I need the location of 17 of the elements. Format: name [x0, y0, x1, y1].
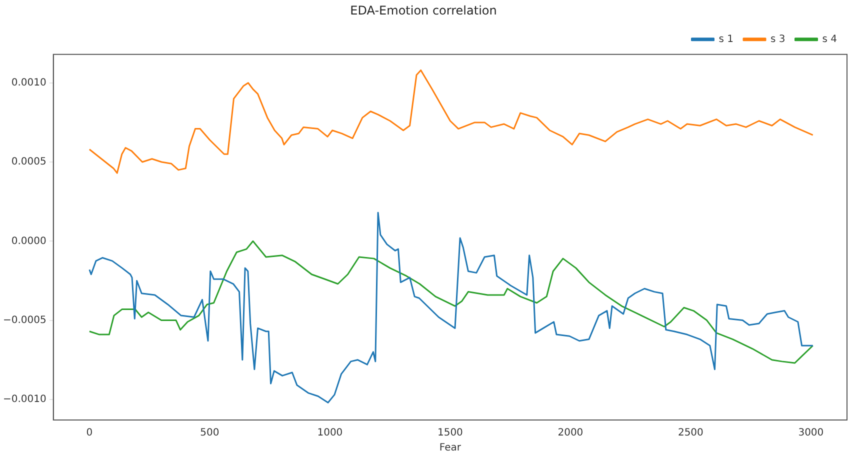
x-tick-label: 3000: [798, 428, 824, 439]
y-tick-label: −0.0005: [2, 314, 46, 326]
x-tick-label: 2500: [678, 428, 704, 439]
y-tick-label: 0.0005: [11, 156, 46, 168]
y-tick-label: −0.0010: [2, 394, 46, 406]
legend-label: s 4: [822, 34, 838, 45]
y-tick-label: 0.0000: [11, 236, 46, 247]
chart-title: EDA-Emotion correlation: [350, 3, 497, 18]
legend-label: s 3: [770, 34, 786, 45]
y-tick-label: 0.0010: [11, 77, 46, 88]
x-tick-label: 1000: [317, 428, 343, 439]
legend-label: s 1: [718, 34, 734, 45]
x-tick-label: 1500: [437, 428, 463, 439]
x-tick-label: 0: [86, 428, 93, 439]
x-tick-label: 2000: [558, 428, 584, 439]
x-axis-title: Fear: [439, 442, 462, 454]
x-tick-label: 500: [200, 428, 220, 439]
